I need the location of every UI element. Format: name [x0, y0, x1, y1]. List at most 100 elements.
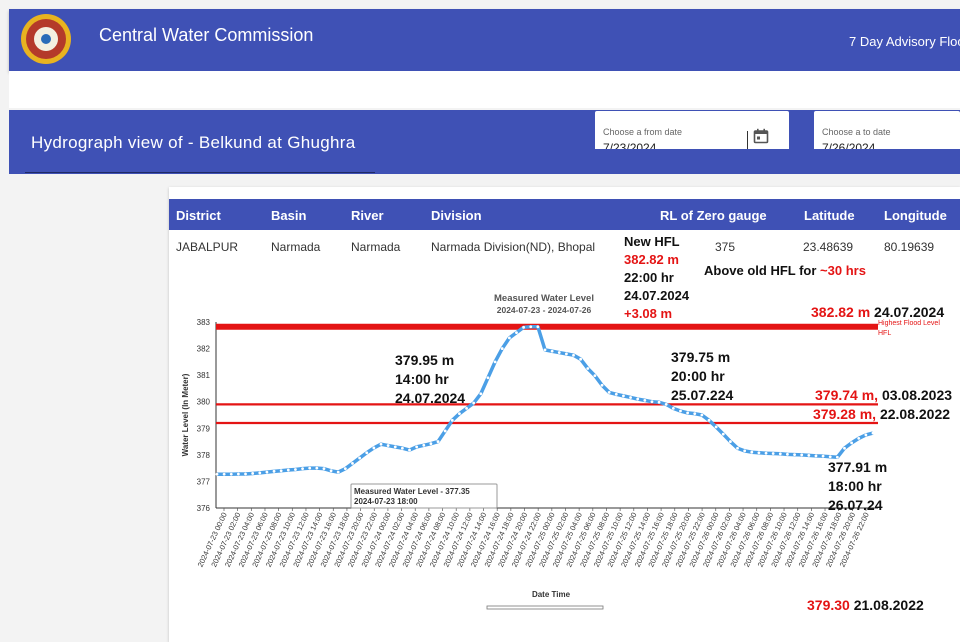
advisory-link[interactable]: 7 Day Advisory Floo [849, 34, 960, 49]
level-2022-value: 379.28 m, [813, 406, 877, 422]
data-point [479, 392, 483, 396]
chart-subtitle: 2024-07-23 - 2024-07-26 [497, 305, 592, 315]
cell-river: Narmada [351, 240, 401, 254]
data-point [329, 469, 333, 473]
data-point [778, 452, 782, 456]
data-point [301, 467, 304, 471]
bottom-level-date: 21.08.2022 [849, 597, 924, 613]
new-hfl-time: 22:00 hr [624, 270, 674, 285]
data-point [871, 431, 875, 435]
data-point [308, 466, 312, 470]
above-old-hfl-annotation: Above old HFL for ~30 hrs [704, 262, 866, 280]
data-point [622, 394, 625, 398]
hydrograph-title: Hydrograph view of - Belkund at Ghughra [31, 133, 356, 152]
data-point [358, 456, 362, 460]
data-point [515, 331, 518, 335]
data-point [864, 433, 868, 437]
data-point [500, 347, 504, 350]
data-point [657, 400, 661, 404]
data-point [408, 448, 411, 452]
level-2023-date: 03.08.2023 [878, 387, 953, 403]
data-point [251, 472, 255, 475]
data-point [728, 440, 732, 443]
data-point [493, 360, 497, 364]
app-header: Central Water Commission 7 Day Advisory … [9, 9, 960, 71]
data-point [279, 469, 283, 473]
data-point [365, 451, 369, 455]
data-point [286, 468, 290, 472]
data-point [536, 325, 540, 329]
chart-title: Measured Water Level [494, 293, 594, 304]
to-date-input[interactable]: 7/26/2024 [822, 141, 876, 149]
y-tick-label: 377 [197, 477, 211, 486]
cell-district: JABALPUR [176, 240, 239, 254]
data-point [607, 391, 611, 394]
from-date-field[interactable]: Choose a from date 7/23/2024 [595, 111, 789, 149]
hfl-right-annotation: 382.82 m 24.07.2024 [811, 303, 944, 321]
cell-basin: Narmada [271, 240, 321, 254]
data-point [422, 443, 426, 447]
y-tick-label: 380 [197, 398, 211, 407]
data-point [236, 472, 240, 476]
data-point [586, 367, 590, 370]
y-axis-title: Water Level (In Meter) [181, 373, 190, 456]
data-point [828, 455, 832, 459]
app-title: Central Water Commission [99, 25, 314, 45]
data-point [386, 444, 390, 447]
data-point [372, 446, 376, 450]
data-point [707, 418, 711, 422]
data-point [693, 412, 697, 416]
above-old-text: Above old HFL for [704, 263, 821, 278]
data-point [643, 398, 647, 402]
data-point [664, 402, 668, 406]
table-row: JABALPUR Narmada Narmada Narmada Divisio… [169, 231, 960, 275]
new-hfl-annotation: New HFL 382.82 m 22:00 hr 24.07.2024 +3.… [624, 233, 689, 323]
data-point [814, 454, 818, 458]
data-point [336, 470, 340, 474]
station-card [169, 187, 960, 642]
data-point [507, 336, 511, 340]
data-point [614, 392, 618, 396]
new-hfl-value: 382.82 m [624, 252, 679, 267]
data-point [793, 453, 796, 456]
data-point [450, 418, 454, 422]
hfl-short-label: HFL [878, 330, 891, 337]
col-river: River [351, 208, 384, 223]
cwc-logo-icon[interactable] [21, 14, 71, 64]
cell-division: Narmada Division(ND), Bhopal [431, 240, 596, 254]
data-point [272, 469, 276, 473]
data-point [679, 409, 682, 413]
to-date-field[interactable]: Choose a to date 7/26/2024 [814, 111, 960, 149]
tooltip-box [350, 483, 498, 509]
data-point [436, 440, 440, 443]
data-point [315, 466, 319, 470]
data-point [593, 374, 597, 378]
data-point [400, 446, 404, 450]
data-point [572, 353, 575, 357]
point-annotation-1: 379.95 m 14:00 hr 24.07.2024 [395, 352, 466, 406]
data-point [472, 401, 476, 405]
data-point [786, 452, 789, 456]
data-point [429, 442, 433, 446]
new-hfl-date: 24.07.2024 [624, 288, 690, 303]
x-axis-title: Date Time [532, 590, 571, 599]
to-date-label: Choose a to date [822, 127, 891, 137]
data-point [379, 442, 383, 446]
from-date-label: Choose a from date [603, 127, 683, 137]
from-date-input[interactable]: 7/23/2024 [603, 141, 657, 149]
data-point [215, 472, 219, 476]
above-old-duration: ~30 hrs [820, 263, 866, 278]
data-point [529, 325, 533, 329]
calendar-icon[interactable] [753, 128, 769, 144]
point-annotation-3: 377.91 m 18:00 hr 26.07.24 [828, 459, 888, 513]
data-point [294, 468, 297, 471]
cell-rl-zero-gauge: 375 [715, 240, 736, 254]
y-tick-label: 376 [197, 504, 211, 513]
col-basin: Basin [271, 208, 307, 223]
hfl-label: Highest Flood Level [878, 320, 940, 327]
data-point [229, 472, 233, 476]
col-latitude: Latitude [804, 208, 855, 223]
col-longitude: Longitude [884, 208, 947, 223]
data-point [265, 470, 269, 474]
data-point [543, 348, 547, 352]
